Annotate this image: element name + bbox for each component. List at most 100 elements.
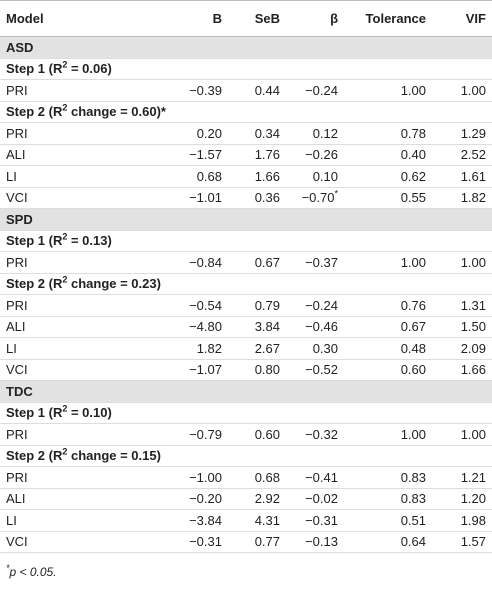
row-label: ALI xyxy=(0,144,168,166)
cell: 0.67 xyxy=(228,251,286,274)
data-row: PRI 0.20 0.34 0.12 0.78 1.29 xyxy=(0,122,492,145)
cell: 0.44 xyxy=(228,79,286,102)
step-text: Step 2 (R xyxy=(6,104,63,120)
cell: 0.60 xyxy=(344,359,432,381)
cell: 1.21 xyxy=(432,466,492,489)
cell: −0.79 xyxy=(168,423,228,446)
cell: −1.07 xyxy=(168,359,228,381)
step-text: = 0.13) xyxy=(67,233,112,249)
cell: 1.76 xyxy=(228,144,286,166)
regression-table: Model B SeB β Tolerance VIF ASD Step 1 (R2 = 0… xyxy=(0,0,492,553)
step-text: change = 0.15) xyxy=(67,448,161,464)
superscript: 2 xyxy=(62,403,68,414)
group-name: TDC xyxy=(0,380,492,403)
row-label: ALI xyxy=(0,316,168,338)
footnote-marker: * xyxy=(6,563,10,573)
cell: 0.67 xyxy=(344,316,432,338)
cell: 0.55 xyxy=(344,187,432,209)
step-label: Step 2 (R2 change = 0.23) xyxy=(0,273,492,295)
data-row: LI −3.84 4.31 −0.31 0.51 1.98 xyxy=(0,509,492,532)
cell: −0.13 xyxy=(286,531,344,553)
row-label: PRI xyxy=(0,423,168,446)
cell: −0.41 xyxy=(286,466,344,489)
row-label: LI xyxy=(0,337,168,360)
cell: 0.30 xyxy=(286,337,344,360)
cell: 1.82 xyxy=(432,187,492,209)
data-row: ALI −4.80 3.84 −0.46 0.67 1.50 xyxy=(0,316,492,338)
step-text: Step 1 (R xyxy=(6,405,63,421)
data-row: PRI −0.79 0.60 −0.32 1.00 1.00 xyxy=(0,423,492,446)
data-row: PRI −0.39 0.44 −0.24 1.00 1.00 xyxy=(0,79,492,102)
step-row: Step 1 (R2 = 0.10) xyxy=(0,402,492,424)
cell: 0.62 xyxy=(344,165,432,188)
column-header: Tolerance xyxy=(344,0,432,37)
row-label: VCI xyxy=(0,531,168,553)
cell: 1.66 xyxy=(228,165,286,188)
cell: 0.20 xyxy=(168,122,228,145)
cell: 1.98 xyxy=(432,509,492,532)
cell: −0.24 xyxy=(286,79,344,102)
cell: 2.52 xyxy=(432,144,492,166)
cell: 4.31 xyxy=(228,509,286,532)
cell: 0.83 xyxy=(344,466,432,489)
cell: −0.37 xyxy=(286,251,344,274)
data-row: PRI −0.54 0.79 −0.24 0.76 1.31 xyxy=(0,294,492,317)
cell: 1.00 xyxy=(344,251,432,274)
row-label: VCI xyxy=(0,187,168,209)
cell: 0.78 xyxy=(344,122,432,145)
group-row: TDC xyxy=(0,380,492,403)
row-label: LI xyxy=(0,165,168,188)
cell: 1.00 xyxy=(432,251,492,274)
step-text: Step 1 (R xyxy=(6,61,63,77)
footnote: *p < 0.05. xyxy=(0,553,492,580)
cell: 1.61 xyxy=(432,165,492,188)
data-row: VCI −1.01 0.36 −0.70* 0.55 1.82 xyxy=(0,187,492,209)
significance-marker: * xyxy=(334,188,338,199)
cell: 0.83 xyxy=(344,488,432,510)
superscript: 2 xyxy=(62,446,68,457)
step-label: Step 1 (R2 = 0.13) xyxy=(0,230,492,252)
cell: 1.82 xyxy=(168,337,228,360)
cell: 0.34 xyxy=(228,122,286,145)
data-row: LI 0.68 1.66 0.10 0.62 1.61 xyxy=(0,165,492,188)
column-header: SeB xyxy=(228,0,286,37)
cell: −0.54 xyxy=(168,294,228,317)
cell: −0.31 xyxy=(168,531,228,553)
row-label: VCI xyxy=(0,359,168,381)
step-row: Step 1 (R2 = 0.06) xyxy=(0,58,492,80)
row-label: PRI xyxy=(0,79,168,102)
cell: 0.12 xyxy=(286,122,344,145)
cell: −0.70* xyxy=(286,187,344,209)
cell: 1.66 xyxy=(432,359,492,381)
group-name: SPD xyxy=(0,208,492,231)
step-row: Step 2 (R2 change = 0.60)* xyxy=(0,101,492,123)
data-row: PRI −1.00 0.68 −0.41 0.83 1.21 xyxy=(0,466,492,489)
group-name: ASD xyxy=(0,36,492,59)
column-header: β xyxy=(286,0,344,37)
cell: −0.46 xyxy=(286,316,344,338)
cell: 0.51 xyxy=(344,509,432,532)
superscript: 2 xyxy=(62,59,68,70)
cell: −0.26 xyxy=(286,144,344,166)
data-row: ALI −1.57 1.76 −0.26 0.40 2.52 xyxy=(0,144,492,166)
data-row: PRI −0.84 0.67 −0.37 1.00 1.00 xyxy=(0,251,492,274)
data-row: VCI −0.31 0.77 −0.13 0.64 1.57 xyxy=(0,531,492,553)
cell: 0.36 xyxy=(228,187,286,209)
cell: 2.67 xyxy=(228,337,286,360)
cell: 1.50 xyxy=(432,316,492,338)
step-text: = 0.06) xyxy=(67,61,112,77)
superscript: 2 xyxy=(62,274,68,285)
step-label: Step 2 (R2 change = 0.15) xyxy=(0,445,492,467)
cell: −0.39 xyxy=(168,79,228,102)
cell: 1.00 xyxy=(432,79,492,102)
cell: 3.84 xyxy=(228,316,286,338)
step-text: change = 0.60)* xyxy=(67,104,166,120)
cell: 0.60 xyxy=(228,423,286,446)
cell: 0.64 xyxy=(344,531,432,553)
step-text: = 0.10) xyxy=(67,405,112,421)
step-text: change = 0.23) xyxy=(67,276,161,292)
row-label: PRI xyxy=(0,466,168,489)
data-row: VCI −1.07 0.80 −0.52 0.60 1.66 xyxy=(0,359,492,381)
cell: 1.29 xyxy=(432,122,492,145)
